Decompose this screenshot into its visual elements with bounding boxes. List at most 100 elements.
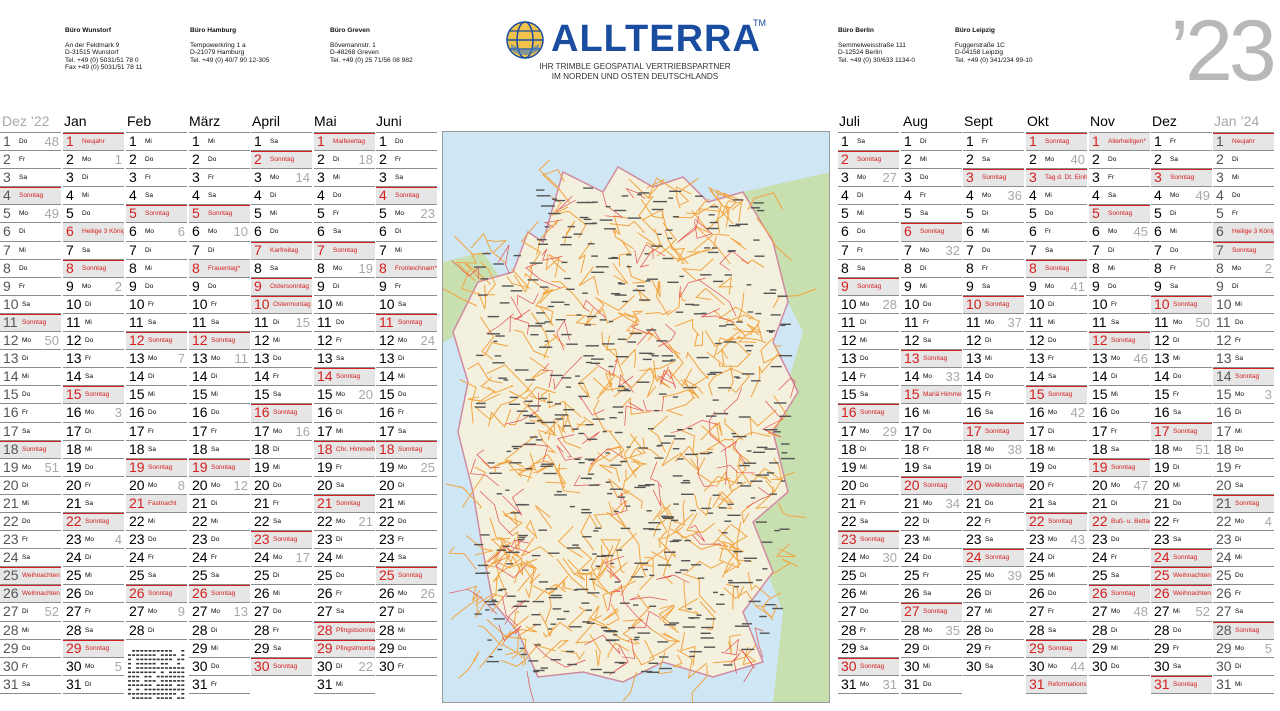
map-road — [703, 469, 739, 492]
day-number: 20 — [1154, 476, 1170, 493]
day-number: 30 — [379, 657, 395, 674]
map-town-label — [532, 623, 541, 626]
map-town-label — [727, 250, 735, 253]
map-road — [625, 187, 646, 199]
map-town-label — [538, 243, 548, 245]
day-label: Di — [398, 608, 405, 616]
day-number: 30 — [66, 657, 82, 674]
map-town-label — [584, 458, 595, 460]
day-cell: 26 Sonntag — [1089, 584, 1150, 603]
day-number: 22 — [1154, 512, 1170, 529]
day-number: 29 — [379, 639, 395, 656]
month-column: 1 Mi 2 Do 3 Fr 4 Sa 5 Sonntag 6 Mo 6 7 Di 8 Mi 9 Do 10 Fr 11 S… — [126, 132, 187, 640]
day-cell: 27 Mi — [963, 602, 1024, 620]
map-town-label — [578, 382, 584, 384]
day-label: Di — [860, 445, 867, 453]
red-marker — [126, 458, 187, 460]
day-label: Di — [145, 246, 152, 254]
day-label: Sa — [1235, 481, 1243, 489]
month-column: 1 Do 2 Fr 3 Sa 4 Sonntag 5 Mo 23 6 Di 7 Mi 8 Fronleichna… — [376, 132, 437, 676]
day-cell: 13 Sa — [1213, 349, 1274, 367]
map-road — [556, 445, 583, 461]
day-number: 25 — [379, 567, 395, 584]
day-cell: 4 Do — [1213, 186, 1274, 204]
day-number: 19 — [129, 458, 145, 475]
day-number: 20 — [1029, 476, 1045, 493]
day-label: Ostersonntag — [270, 282, 310, 290]
day-label: Sa — [148, 318, 156, 326]
map-road — [678, 290, 686, 308]
day-cell: 10 Fr — [1089, 294, 1150, 313]
day-number: 29 — [841, 639, 857, 656]
map-town-label — [736, 377, 741, 379]
day-label: Mi — [19, 246, 26, 254]
map-town-label — [634, 486, 646, 489]
day-cell: 6 Mo 10 — [189, 222, 250, 240]
day-label: Sa — [1111, 445, 1119, 453]
day-cell: 14 Mi — [0, 367, 61, 385]
day-label: Sonntag — [145, 210, 170, 218]
day-number: 15 — [192, 386, 208, 403]
day-cell: 8 Sa — [251, 258, 312, 277]
day-number: 23 — [3, 531, 19, 548]
day-label: Mi — [211, 391, 218, 399]
day-cell: 2 Sonntag — [838, 150, 899, 169]
day-label: Sa — [273, 391, 281, 399]
day-number: 22 — [379, 512, 395, 529]
map-road — [585, 605, 603, 624]
mini-calendar-mark — [132, 697, 136, 699]
month-header: Mai — [314, 113, 337, 129]
map-town-label — [616, 549, 623, 551]
day-number: 5 — [379, 205, 387, 222]
map-road — [658, 323, 676, 347]
map-town-label — [586, 201, 594, 204]
map-town-label — [762, 568, 768, 570]
map-road — [674, 318, 700, 337]
map-town-label — [592, 418, 605, 420]
day-cell: 30 Sa — [963, 656, 1024, 675]
map-town-label — [489, 656, 494, 658]
day-cell: 19 Fr — [314, 457, 375, 476]
map-town-label — [538, 581, 549, 583]
day-label: Mi — [1111, 391, 1118, 399]
day-label: Sonntag — [985, 427, 1010, 435]
day-cell: 15 Mi — [1089, 385, 1150, 403]
map-town-label — [614, 581, 620, 583]
day-label: Ostermontag — [273, 300, 311, 308]
mini-calendar-mark — [164, 650, 168, 652]
map-town-label — [539, 346, 553, 348]
map-town-label — [642, 528, 654, 530]
map-town-label — [617, 389, 631, 392]
day-number: 24 — [192, 549, 208, 566]
mini-calendar-mark — [177, 671, 181, 674]
day-label: Mi — [1173, 481, 1180, 489]
day-number: 22 — [1029, 512, 1045, 529]
day-label: Mi — [273, 463, 280, 471]
day-label: Do — [1232, 192, 1241, 200]
day-label: Mo — [923, 499, 933, 507]
office-line: Tel. +49 (0) 25 71/56 08 982 — [330, 56, 413, 64]
map-town-label — [496, 549, 507, 551]
week-number: 2 — [114, 278, 122, 294]
office-name: Büro Greven — [330, 27, 370, 34]
map-road — [639, 360, 676, 371]
day-number: 10 — [254, 295, 270, 312]
day-cell: 2 Fr — [0, 150, 61, 168]
day-number: 30 — [192, 657, 208, 674]
map-town-label — [712, 399, 719, 401]
day-cell: 20 Fr — [1026, 475, 1087, 494]
day-label: Mo — [19, 210, 29, 218]
day-label: Mo — [860, 680, 870, 688]
map-town-label — [769, 493, 777, 495]
map-road — [721, 200, 742, 223]
day-cell: 25 Mi — [63, 566, 124, 584]
day-label: Do — [1111, 536, 1120, 544]
day-label: Sonntag — [85, 391, 110, 399]
map-road — [539, 612, 554, 638]
map-town-label — [648, 522, 661, 524]
day-cell: 11 Sa — [126, 312, 187, 331]
day-label: Mi — [1170, 228, 1177, 236]
day-cell: 8 Sonntag — [1026, 258, 1087, 277]
day-label: Fr — [1170, 264, 1177, 272]
day-number: 23 — [841, 531, 857, 548]
